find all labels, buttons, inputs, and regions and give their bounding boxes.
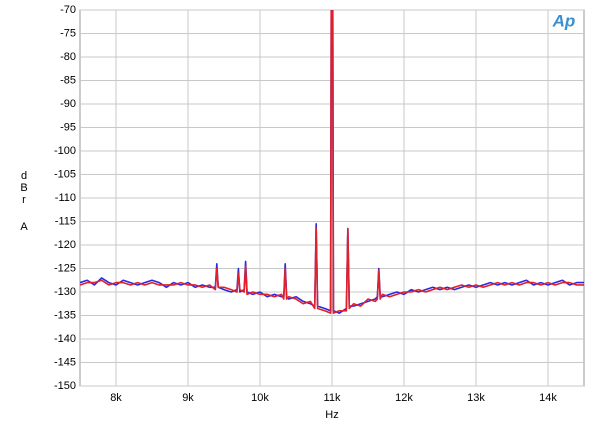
y-tick-label: -105 xyxy=(54,168,76,180)
x-tick-label: 11k xyxy=(324,392,341,404)
x-tick-label: 8k xyxy=(110,392,122,404)
y-tick-label: -110 xyxy=(55,192,76,204)
y-tick-label: -95 xyxy=(60,121,76,133)
y-tick-label: -100 xyxy=(54,145,76,157)
y-tick-label: -140 xyxy=(54,333,76,345)
y-tick-label: -115 xyxy=(55,215,76,227)
x-tick-label: 14k xyxy=(539,392,557,404)
y-tick-label: -145 xyxy=(54,356,76,368)
series-line xyxy=(80,10,584,314)
y-tick-label: -75 xyxy=(60,27,76,39)
x-tick-label: 9k xyxy=(182,392,194,404)
y-tick-label: -135 xyxy=(54,309,76,321)
y-tick-label: -85 xyxy=(60,74,76,86)
y-tick-label: -120 xyxy=(54,239,76,251)
y-tick-label: -150 xyxy=(54,380,76,392)
y-tick-label: -130 xyxy=(54,286,76,298)
y-tick-label: -80 xyxy=(60,51,76,63)
grid xyxy=(80,9,584,387)
y-axis-label: dBr xyxy=(18,170,30,206)
x-tick-label: 12k xyxy=(395,392,413,404)
x-tick-label: 10k xyxy=(251,392,269,404)
x-tick-label: 13k xyxy=(467,392,485,404)
x-axis-label: Hz xyxy=(325,409,338,421)
y-tick-label: -125 xyxy=(54,262,76,274)
y-tick-label: -70 xyxy=(60,4,76,16)
logo: Ap xyxy=(552,11,576,30)
series-lines xyxy=(80,10,584,314)
y-tick-label: -90 xyxy=(60,98,76,110)
y-axis-unit: A xyxy=(20,221,28,233)
